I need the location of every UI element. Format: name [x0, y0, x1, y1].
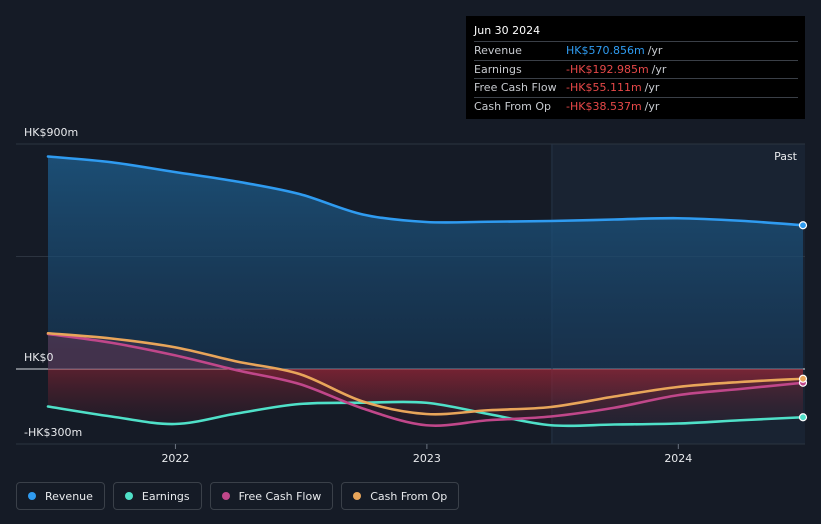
- chart-legend: Revenue Earnings Free Cash Flow Cash Fro…: [16, 482, 460, 510]
- tooltip-unit: /yr: [644, 99, 660, 113]
- financials-chart: 2022 2023 2024: [16, 143, 808, 465]
- y-label-zero: HK$0: [24, 351, 54, 364]
- tooltip-value: -HK$55.111m: [566, 81, 642, 94]
- tooltip-label: Earnings: [474, 62, 522, 76]
- cash-from-op-negative-area: [48, 369, 803, 415]
- earnings-line: [46, 400, 805, 428]
- tooltip-label: Cash From Op: [474, 99, 552, 113]
- tooltip-label: Free Cash Flow: [474, 81, 557, 94]
- past-label: Past: [774, 150, 797, 163]
- legend-dot-earnings: [124, 492, 133, 500]
- free-cash-flow-positive-area: [48, 334, 803, 369]
- y-label-top: HK$900m: [24, 126, 79, 139]
- legend-item-cash-from-op[interactable]: Cash From Op: [341, 482, 460, 510]
- legend-label: Free Cash Flow: [238, 489, 322, 503]
- legend-item-revenue[interactable]: Revenue: [16, 482, 105, 510]
- tooltip-value: HK$570.856m: [566, 44, 645, 57]
- tooltip-date: Jun 30 2024: [474, 24, 541, 37]
- tooltip-label: Revenue: [474, 44, 522, 57]
- revenue-line: [46, 155, 805, 227]
- x-tick-label: 2022: [161, 452, 189, 465]
- data-tooltip: Jun 30 2024 Revenue HK$570.856m /yr Earn…: [466, 16, 805, 119]
- x-axis-ticks: 2022 2023 2024: [161, 444, 692, 465]
- tooltip-row-free-cash-flow: Free Cash Flow -HK$55.111m /yr: [474, 78, 798, 97]
- free-cash-flow-line: [46, 332, 805, 427]
- area-fills: [48, 156, 803, 426]
- tooltip-unit: /yr: [644, 81, 660, 94]
- legend-dot-revenue: [28, 492, 36, 500]
- revenue-end-point: [798, 221, 808, 230]
- tooltip-value: -HK$192.985m: [566, 62, 649, 76]
- legend-label: Cash From Op: [370, 489, 448, 503]
- tooltip-unit: /yr: [647, 44, 663, 57]
- earnings-end-point: [798, 413, 808, 422]
- cash-from-op-positive-area: [48, 333, 803, 369]
- y-label-bottom: -HK$300m: [24, 426, 83, 439]
- cash-from-op-line: [46, 331, 805, 416]
- legend-item-earnings[interactable]: Earnings: [112, 482, 202, 510]
- tooltip-row-cash-from-op: Cash From Op -HK$38.537m /yr: [474, 96, 798, 116]
- tooltip-row-revenue: Revenue HK$570.856m /yr: [474, 41, 798, 60]
- legend-dot-free-cash-flow: [221, 492, 230, 500]
- tooltip-row-earnings: Earnings -HK$192.985m /yr: [474, 59, 798, 79]
- cash-from-op-end-point: [798, 374, 808, 383]
- x-tick-label: 2023: [413, 452, 441, 465]
- legend-label: Revenue: [45, 489, 93, 503]
- tooltip-value: -HK$38.537m: [566, 99, 642, 113]
- tooltip-unit: /yr: [651, 62, 667, 76]
- revenue-area: [48, 156, 803, 369]
- series-lines: [46, 155, 805, 428]
- x-tick-label: 2024: [664, 452, 692, 465]
- legend-item-free-cash-flow[interactable]: Free Cash Flow: [209, 482, 334, 510]
- legend-label: Earnings: [141, 489, 190, 503]
- series-end-markers: [798, 221, 808, 422]
- legend-dot-cash-from-op: [353, 492, 362, 500]
